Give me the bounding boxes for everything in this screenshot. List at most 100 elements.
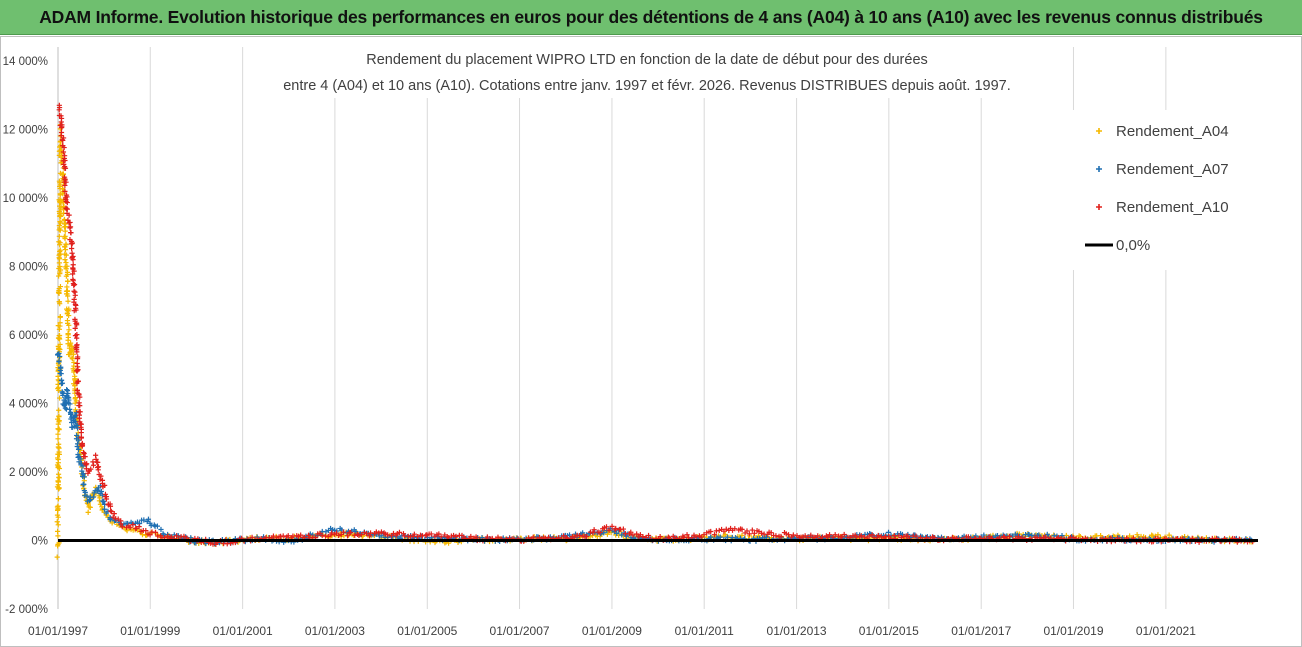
data-point bbox=[746, 531, 752, 537]
data-point bbox=[57, 283, 64, 290]
data-point bbox=[147, 532, 153, 538]
data-point bbox=[353, 528, 359, 535]
data-point bbox=[708, 534, 714, 540]
legend-label: Rendement_A04 bbox=[1116, 123, 1229, 140]
data-point bbox=[54, 519, 60, 525]
data-point bbox=[68, 241, 75, 247]
data-point bbox=[57, 341, 63, 348]
data-point bbox=[69, 356, 76, 362]
data-point bbox=[1149, 532, 1155, 538]
data-point bbox=[609, 523, 615, 529]
data-point bbox=[645, 532, 652, 539]
data-point bbox=[65, 298, 71, 304]
chart-title-background bbox=[262, 44, 1032, 98]
y-tick-label: 10 000% bbox=[3, 193, 48, 205]
data-point bbox=[102, 482, 108, 488]
data-point bbox=[67, 406, 73, 413]
data-point bbox=[62, 188, 68, 194]
data-point bbox=[67, 225, 73, 231]
data-point bbox=[732, 526, 738, 532]
x-tick-label: 01/01/1999 bbox=[120, 624, 180, 638]
data-point bbox=[905, 533, 911, 539]
data-point bbox=[127, 525, 133, 531]
data-point bbox=[57, 353, 63, 360]
data-point bbox=[1059, 533, 1065, 539]
data-point bbox=[630, 532, 636, 538]
data-point bbox=[704, 530, 710, 536]
y-tick-label: -2 000% bbox=[5, 604, 48, 616]
data-point bbox=[376, 530, 382, 536]
y-tick-label: 6 000% bbox=[9, 330, 48, 342]
data-point bbox=[71, 282, 77, 288]
x-tick-label: 01/01/2005 bbox=[397, 624, 457, 638]
data-point bbox=[72, 292, 78, 298]
legend-marker bbox=[1096, 204, 1102, 210]
data-point bbox=[603, 524, 610, 530]
data-point bbox=[67, 224, 74, 230]
data-point bbox=[70, 266, 76, 272]
x-tick-label: 01/01/2011 bbox=[675, 624, 734, 638]
data-point bbox=[64, 206, 70, 212]
data-point bbox=[56, 358, 62, 364]
data-point bbox=[606, 527, 612, 533]
data-point bbox=[378, 529, 385, 535]
data-point bbox=[85, 509, 91, 515]
data-point bbox=[60, 149, 67, 155]
data-point bbox=[56, 104, 63, 111]
data-point bbox=[74, 349, 80, 355]
data-point bbox=[63, 252, 69, 258]
data-point bbox=[62, 228, 68, 234]
data-point bbox=[744, 528, 750, 534]
data-point bbox=[385, 532, 391, 538]
data-point bbox=[98, 488, 105, 495]
data-point bbox=[783, 531, 789, 537]
data-point bbox=[65, 293, 71, 299]
data-point bbox=[1044, 531, 1050, 538]
data-point bbox=[613, 525, 619, 532]
data-point bbox=[634, 531, 640, 537]
y-tick-label: 0% bbox=[31, 536, 48, 548]
data-point bbox=[68, 410, 74, 416]
data-point bbox=[1166, 532, 1172, 538]
data-point bbox=[891, 532, 897, 539]
y-tick-label: 2 000% bbox=[9, 467, 48, 479]
data-point bbox=[154, 523, 161, 529]
data-point bbox=[58, 154, 64, 160]
data-point bbox=[280, 533, 286, 539]
x-tick-label: 01/01/2003 bbox=[305, 624, 365, 638]
data-point bbox=[56, 407, 62, 413]
data-point bbox=[75, 446, 82, 452]
y-axis-tick-labels: 14 000% 12 000% 10 000% 8 000% 6 000% 4 000% 2… bbox=[3, 56, 48, 616]
data-point bbox=[92, 452, 99, 458]
data-point bbox=[118, 521, 124, 527]
data-point bbox=[84, 461, 90, 467]
data-point bbox=[56, 233, 62, 239]
data-point bbox=[74, 368, 80, 374]
x-tick-label: 01/01/2019 bbox=[1043, 624, 1103, 638]
data-point bbox=[64, 263, 70, 269]
data-point bbox=[778, 533, 784, 540]
data-point bbox=[101, 506, 108, 512]
data-point bbox=[63, 273, 69, 279]
x-tick-label: 01/01/2009 bbox=[582, 624, 642, 638]
data-point bbox=[56, 273, 62, 279]
data-point bbox=[591, 527, 597, 533]
data-point bbox=[79, 468, 85, 474]
data-point bbox=[56, 208, 62, 215]
data-point bbox=[78, 456, 84, 462]
data-point bbox=[70, 351, 77, 357]
data-point bbox=[1001, 533, 1007, 540]
data-point bbox=[63, 242, 69, 248]
data-point bbox=[56, 265, 62, 272]
data-point bbox=[72, 325, 78, 331]
data-point bbox=[74, 380, 80, 386]
data-point bbox=[145, 516, 152, 522]
data-point bbox=[56, 290, 62, 296]
data-point bbox=[866, 533, 872, 539]
legend-label: Rendement_A10 bbox=[1116, 199, 1229, 216]
data-point bbox=[56, 475, 62, 481]
data-point bbox=[69, 245, 75, 252]
data-point bbox=[58, 371, 64, 377]
data-point bbox=[73, 320, 79, 327]
data-point bbox=[62, 165, 69, 171]
